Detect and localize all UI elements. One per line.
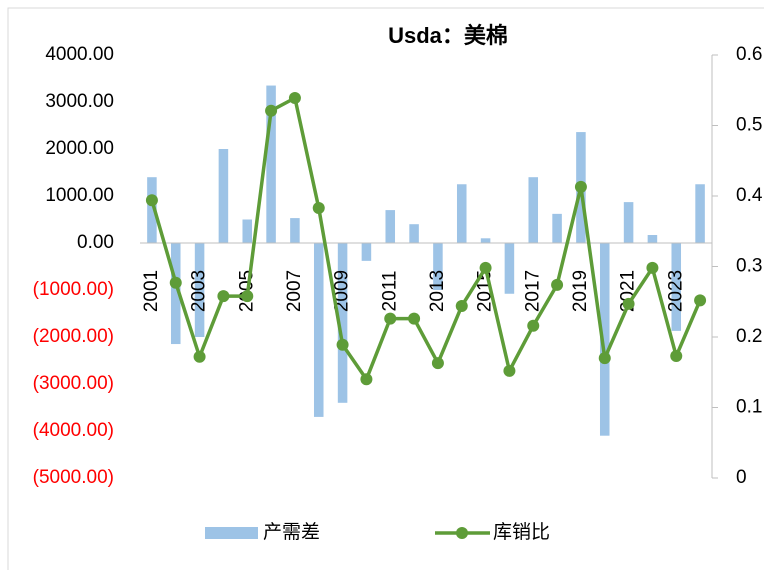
line-marker: [622, 297, 635, 310]
line-marker: [265, 104, 278, 117]
line-marker: [551, 278, 564, 291]
line-marker: [241, 290, 254, 303]
x-tick-label: 2009: [332, 270, 353, 312]
x-tick-label: 2015: [475, 270, 496, 312]
bar: [290, 218, 300, 243]
bar: [337, 243, 348, 403]
x-tick-label: 2017: [522, 270, 543, 312]
x-tick-label: 2007: [284, 270, 305, 312]
bar: [528, 177, 539, 243]
y2-tick-label: 0.3: [736, 256, 762, 277]
line-marker: [288, 92, 301, 105]
x-tick-label: 2011: [379, 271, 400, 312]
bar: [623, 202, 634, 243]
y2-tick-label: 0.1: [736, 397, 762, 418]
bar: [218, 149, 229, 243]
bar: [170, 243, 181, 345]
y2-tick-label: 0.5: [736, 115, 762, 136]
y-tick-label: 1000.00: [45, 185, 114, 206]
y-tick-label: (4000.00): [33, 420, 114, 441]
line-marker: [527, 319, 540, 332]
y-tick-label: 4000.00: [45, 44, 114, 65]
legend-label: 产需差: [263, 521, 320, 543]
bar: [456, 184, 467, 243]
bar: [409, 224, 419, 243]
y-tick-label: (2000.00): [33, 326, 114, 347]
line-marker: [694, 294, 707, 307]
x-tick-label: 2001: [141, 270, 162, 312]
bar: [433, 243, 443, 290]
bar: [504, 243, 515, 294]
line-marker: [670, 350, 683, 363]
x-tick-label: 2019: [570, 270, 591, 312]
line-marker: [455, 299, 468, 312]
bar: [647, 235, 658, 243]
x-tick-label: 2003: [189, 270, 210, 312]
bar: [194, 243, 205, 337]
bar: [385, 210, 396, 243]
bar: [552, 213, 562, 243]
bar: [313, 243, 324, 417]
y-tick-label: 2000.00: [45, 138, 114, 159]
bar: [266, 85, 276, 243]
line-marker: [646, 261, 659, 274]
line-marker: [479, 261, 492, 274]
line-marker: [217, 290, 230, 303]
line-marker: [360, 373, 373, 386]
y2-tick-label: 0.4: [736, 185, 763, 206]
bar: [480, 238, 491, 243]
line-marker: [431, 357, 444, 370]
bar: [599, 243, 610, 436]
y-tick-label: 0.00: [77, 232, 114, 253]
bar: [147, 177, 157, 243]
x-tick-label: 2023: [665, 270, 686, 312]
y-tick-label: (5000.00): [33, 467, 114, 488]
y2-tick-label: 0.6: [736, 44, 762, 65]
line-marker: [169, 276, 182, 289]
line-marker: [145, 194, 158, 207]
bar: [671, 243, 682, 331]
chart-title: Usda：美棉: [388, 23, 508, 48]
y-tick-label: 3000.00: [45, 91, 114, 112]
y-tick-label: (1000.00): [33, 279, 114, 300]
line-marker: [598, 352, 611, 365]
line-marker: [503, 364, 516, 377]
y2-tick-label: 0.2: [736, 326, 762, 347]
line-marker: [384, 312, 397, 325]
bar: [695, 184, 705, 243]
y2-tick-label: 0: [736, 467, 747, 488]
line-marker: [408, 312, 421, 325]
line-marker: [574, 180, 587, 193]
x-tick-label: 2013: [427, 270, 448, 312]
legend-marker: [456, 527, 468, 539]
bar: [361, 243, 372, 261]
line-marker: [193, 350, 206, 363]
legend-label: 库销比: [493, 521, 550, 543]
line-marker: [312, 201, 325, 214]
legend-swatch: [205, 527, 258, 539]
bar: [242, 219, 253, 243]
y-tick-label: (3000.00): [33, 373, 114, 394]
line-marker: [336, 338, 349, 351]
